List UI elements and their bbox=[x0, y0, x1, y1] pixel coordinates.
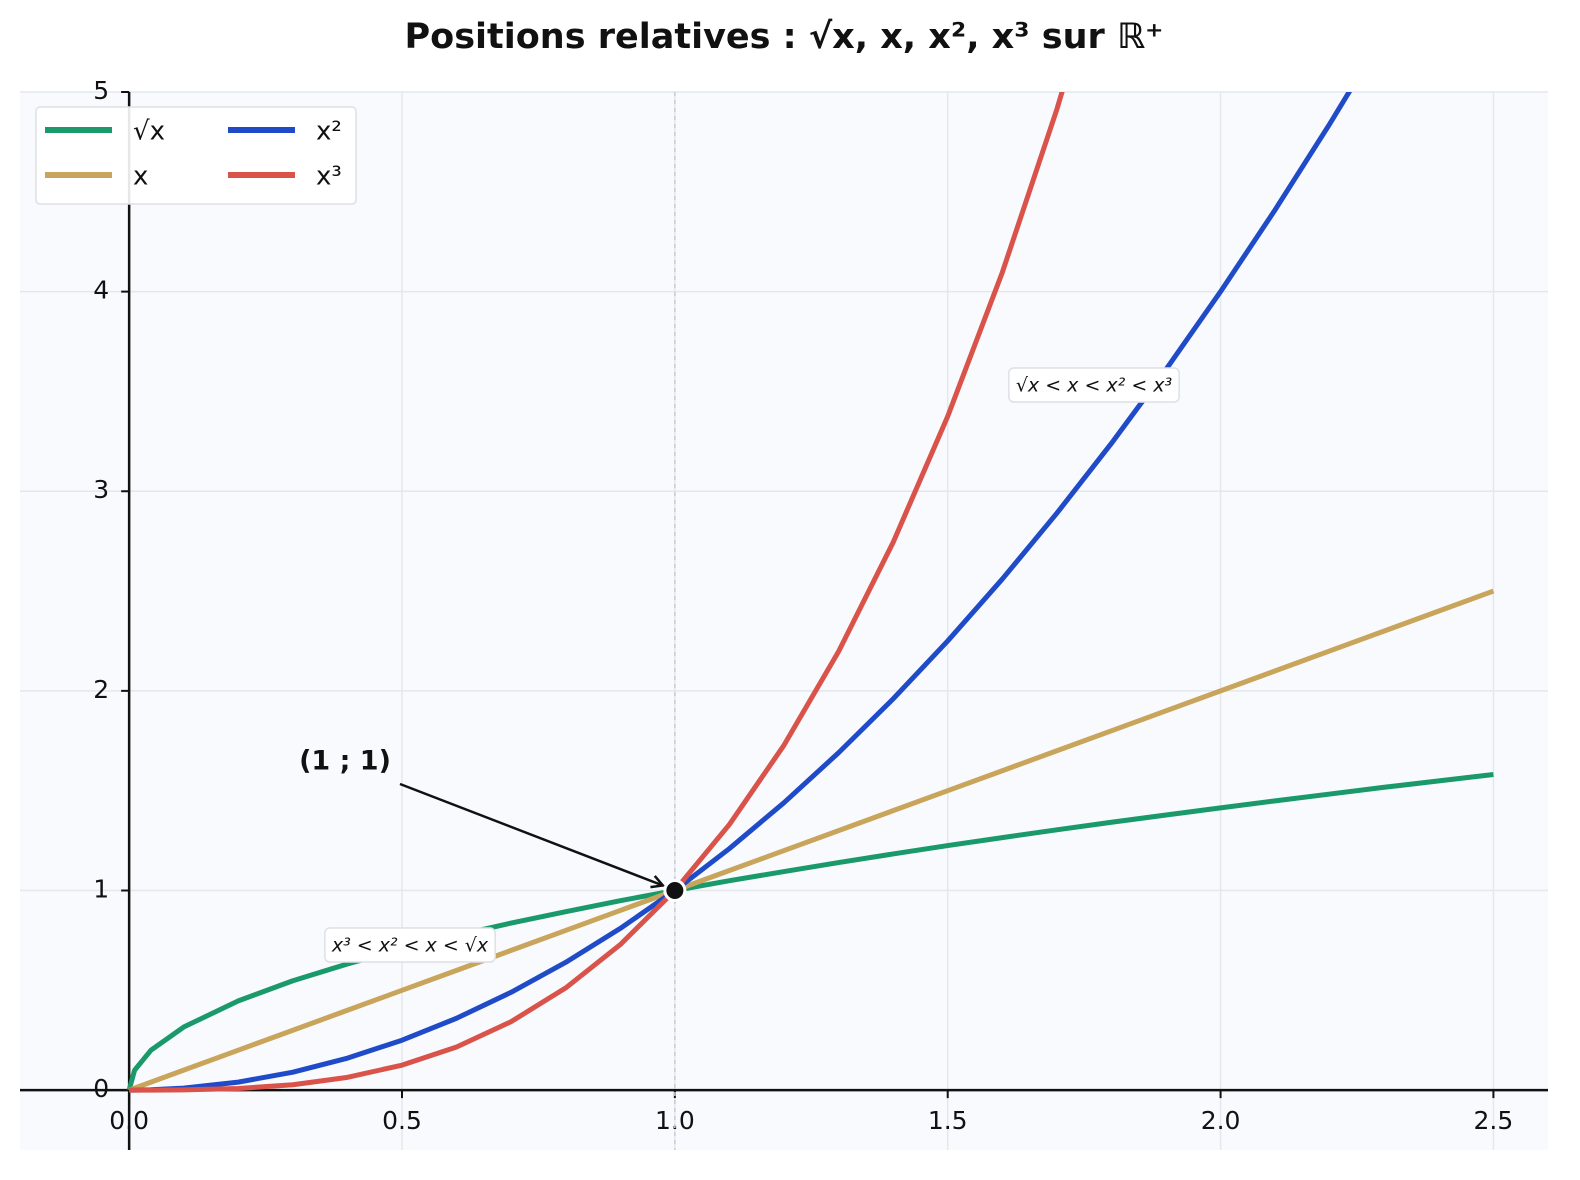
chart-title: Positions relatives : √x, x, x², x³ sur … bbox=[405, 17, 1164, 57]
y-tick-label: 0 bbox=[93, 1074, 109, 1103]
series-line bbox=[129, 92, 1065, 1093]
x-tick-label: 2.5 bbox=[1474, 1106, 1514, 1135]
x-tick-label: 1.5 bbox=[928, 1106, 968, 1135]
series-line bbox=[128, 588, 1495, 1093]
annotation-label: (1 ; 1) bbox=[299, 746, 391, 777]
y-tick-label: 3 bbox=[93, 475, 109, 504]
y-tick-label: 2 bbox=[93, 675, 109, 704]
legend-label: √x bbox=[133, 117, 165, 147]
y-tick-label: 5 bbox=[93, 76, 109, 105]
annotation-arrow bbox=[399, 782, 663, 885]
lines bbox=[126, 92, 1495, 1093]
legend-label: x³ bbox=[316, 162, 342, 192]
y-tick-label: 1 bbox=[93, 874, 109, 903]
annotation-box bbox=[324, 927, 496, 963]
plot-area bbox=[20, 92, 1548, 1150]
legend-label: x bbox=[133, 162, 148, 192]
series-line bbox=[129, 92, 1353, 1093]
intersection-point bbox=[663, 878, 687, 902]
annotation-text: x³ < x² < x < √x bbox=[331, 935, 489, 957]
annotation-text: √x < x < x² < x³ bbox=[1016, 375, 1172, 397]
series-line bbox=[126, 772, 1494, 1091]
x-tick-label: 2.0 bbox=[1201, 1106, 1241, 1135]
legend-label: x² bbox=[316, 117, 342, 147]
legend-box bbox=[35, 106, 357, 205]
y-tick-label: 4 bbox=[93, 276, 109, 305]
annotation-box bbox=[1008, 367, 1180, 403]
x-tick-label: 0.5 bbox=[382, 1106, 422, 1135]
